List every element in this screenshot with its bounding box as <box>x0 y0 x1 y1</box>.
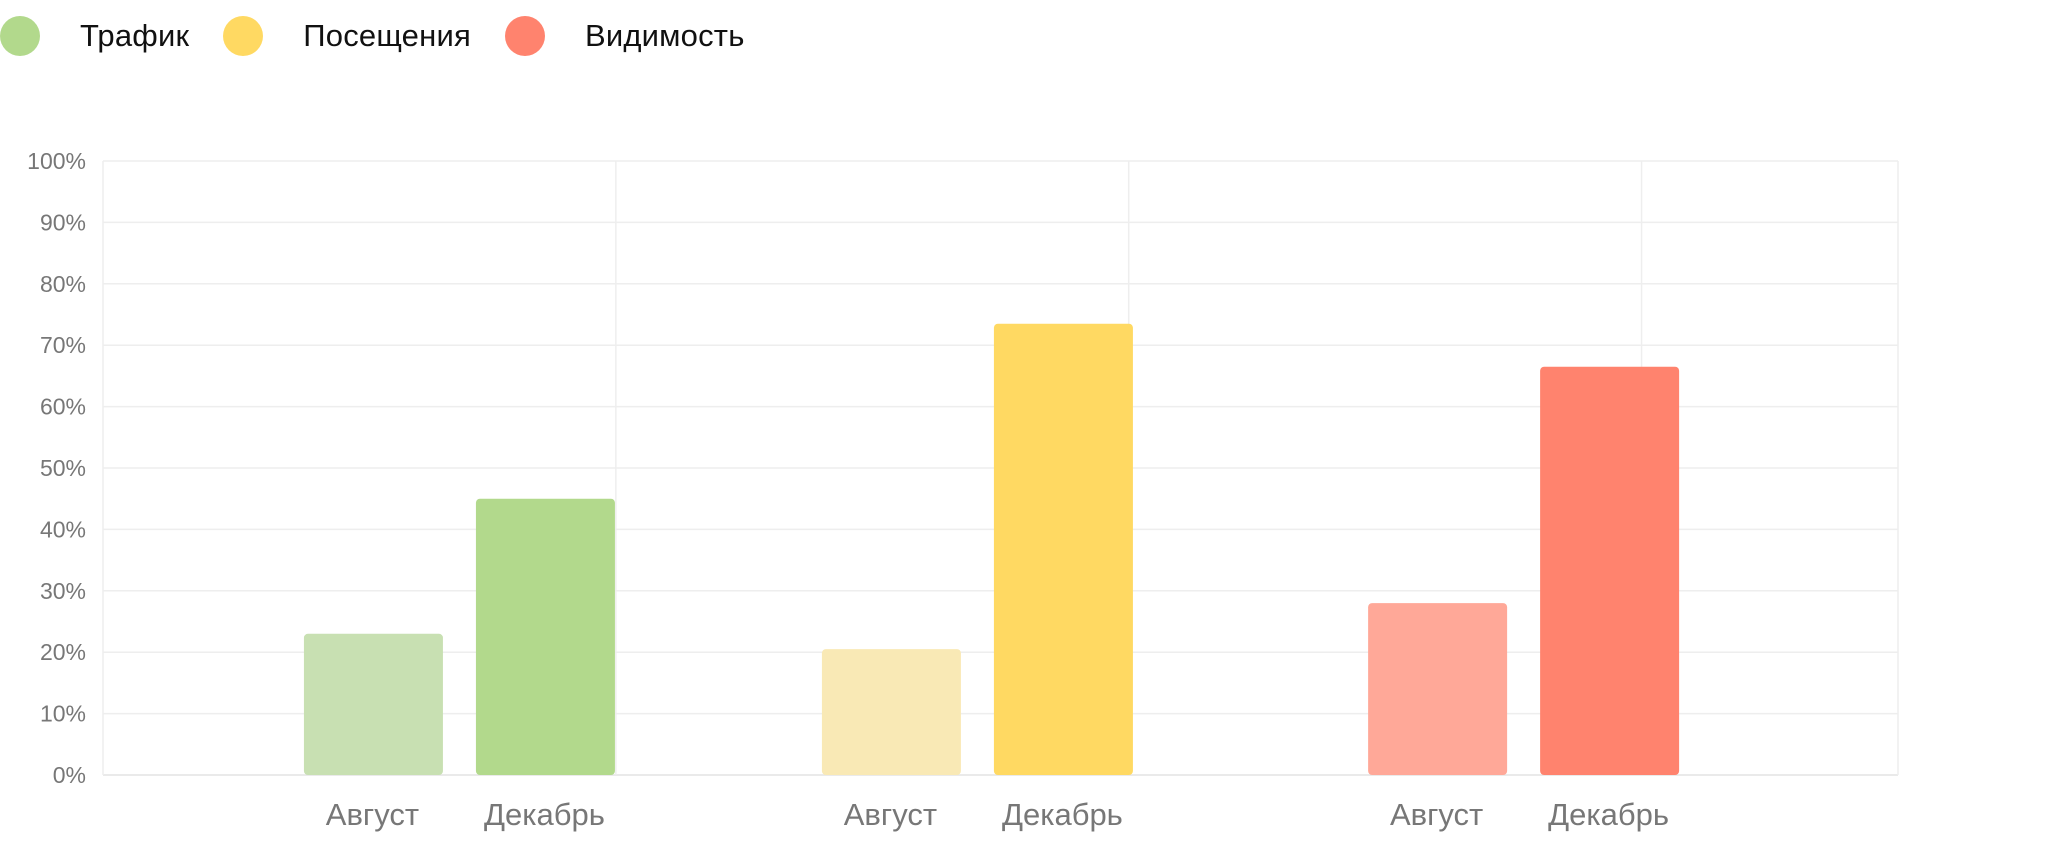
x-category-label: Август <box>326 797 419 832</box>
legend-dot-visits <box>223 16 264 56</box>
y-tick-label: 40% <box>40 516 86 542</box>
x-category-label: Август <box>844 797 937 832</box>
legend-dot-visibility <box>504 16 545 56</box>
y-tick-label: 60% <box>40 394 86 420</box>
legend-item-visits[interactable]: Посещения <box>223 16 471 56</box>
y-tick-label: 0% <box>53 762 86 788</box>
legend-item-traffic[interactable]: Трафик <box>0 16 189 56</box>
y-tick-label: 50% <box>40 455 86 481</box>
x-category-label: Декабрь <box>1002 797 1123 832</box>
x-category-label: Август <box>1390 797 1483 832</box>
y-tick-label: 20% <box>40 639 86 665</box>
y-tick-label: 100% <box>27 148 86 174</box>
legend: Трафик Посещения Видимость <box>0 14 779 58</box>
bar-2-0 <box>1368 603 1508 775</box>
legend-label-visits: Посещения <box>303 18 471 53</box>
y-tick-label: 30% <box>40 578 86 604</box>
legend-dot-traffic <box>0 16 40 56</box>
bar-1-0 <box>821 649 961 775</box>
legend-label-traffic: Трафик <box>80 18 190 53</box>
y-tick-label: 70% <box>40 332 86 358</box>
bar-0-0 <box>303 633 443 775</box>
legend-item-visibility[interactable]: Видимость <box>504 16 745 56</box>
y-tick-label: 90% <box>40 209 86 235</box>
bar-1-1 <box>993 323 1133 775</box>
y-tick-label: 10% <box>40 701 86 727</box>
x-category-label: Декабрь <box>1548 797 1669 832</box>
x-category-label: Декабрь <box>484 797 605 832</box>
legend-label-visibility: Видимость <box>584 18 745 53</box>
bar-2-1 <box>1540 366 1680 775</box>
y-tick-label: 80% <box>40 271 86 297</box>
bar-0-1 <box>475 498 615 775</box>
